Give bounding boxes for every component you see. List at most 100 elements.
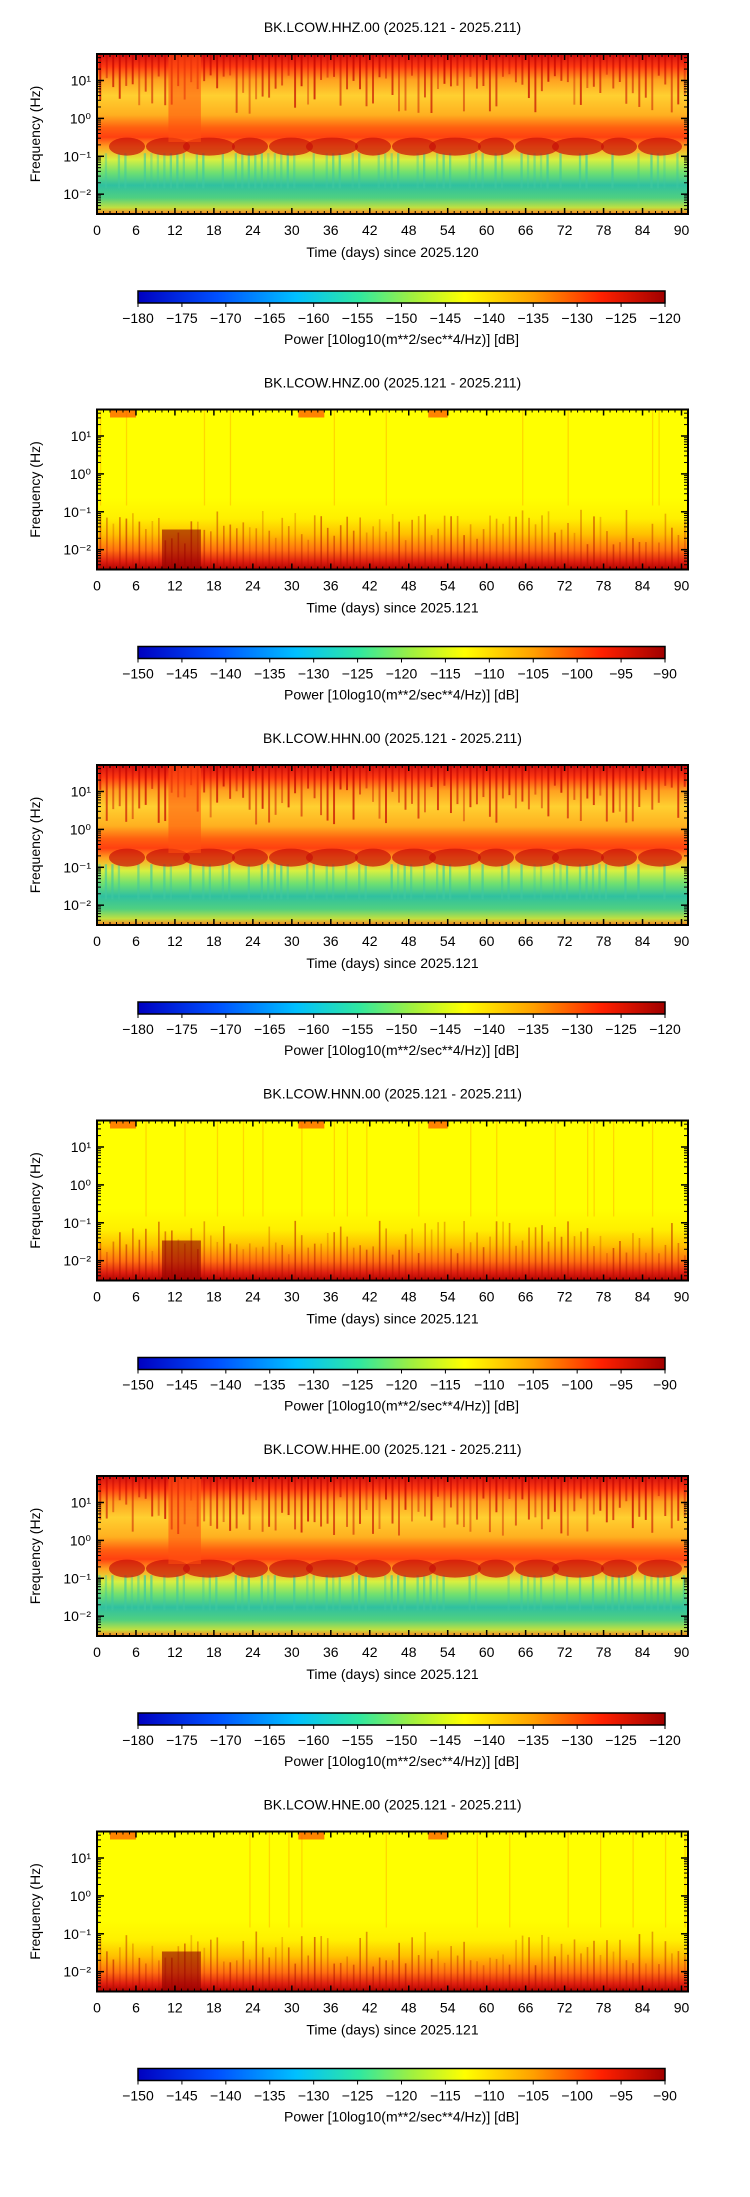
heatmap-stripe: [599, 1476, 602, 1511]
colorbar-tick-label: −120: [386, 2088, 418, 2104]
heatmap-stripe: [391, 765, 394, 792]
heatmap-stripe: [417, 1253, 420, 1281]
heatmap-stripe: [606, 1253, 608, 1281]
colorbar-tick-label: −175: [166, 1732, 198, 1748]
heatmap-stripe: [580, 1953, 582, 1992]
heatmap-stripe: [657, 54, 660, 76]
colorbar-tick-label: −110: [474, 666, 505, 682]
heatmap-stripe: [294, 1963, 297, 1992]
heatmap-stripe: [664, 1476, 667, 1516]
heatmap-stripe: [547, 765, 550, 817]
heatmap-stripe: [222, 1476, 225, 1523]
heatmap-stripe: [99, 409, 102, 506]
heatmap-stripe: [578, 1575, 582, 1611]
microseism-blob: [392, 137, 436, 156]
y-tick-label: 10⁰: [70, 466, 92, 482]
x-tick-label: 78: [596, 1644, 612, 1660]
heatmap-stripe: [112, 765, 115, 810]
heatmap-stripe: [534, 1476, 537, 1518]
x-axis-label: Time (days) since 2025.121: [306, 1666, 478, 1682]
heatmap-stripe: [573, 1236, 576, 1281]
colorbar-tick-label: −105: [517, 666, 549, 682]
heatmap-stripe: [216, 765, 219, 803]
heatmap-stripe: [132, 1943, 134, 1992]
heatmap-stripe: [684, 1255, 686, 1281]
microseism-blob: [515, 1559, 559, 1578]
colorbar-tick-label: −150: [122, 2088, 154, 2104]
y-tick-label: 10⁻¹: [63, 1926, 91, 1942]
heatmap-stripe: [151, 765, 154, 789]
x-tick-label: 60: [479, 2000, 495, 2016]
heatmap-stripe: [494, 153, 497, 189]
heatmap-stripe: [281, 765, 284, 804]
heatmap-stripe: [664, 765, 667, 786]
heatmap-stripe: [417, 1955, 420, 1992]
heatmap-stripe: [346, 1236, 349, 1281]
heatmap-stripe: [307, 1247, 310, 1281]
heatmap-stripe: [352, 530, 355, 570]
microseism-blob: [269, 848, 313, 867]
heatmap-stripe: [630, 1575, 634, 1611]
heatmap-stripe: [631, 54, 634, 94]
heatmap-stripe: [521, 510, 524, 570]
heatmap-stripe: [585, 153, 588, 189]
heatmap-stripe: [300, 1476, 303, 1533]
heatmap-stripe: [436, 765, 439, 811]
colorbar-tick-label: −150: [122, 1377, 154, 1393]
heatmap-stripe: [638, 765, 641, 807]
heatmap-stripe: [436, 54, 439, 90]
heatmap-stripe: [417, 516, 420, 570]
heatmap-stripe: [157, 765, 160, 823]
heatmap-stripe: [222, 525, 225, 570]
plot-title: BK.LCOW.HNN.00 (2025.121 - 2025.211): [263, 1086, 522, 1102]
heatmap-stripe: [507, 864, 510, 900]
heatmap-stripe: [338, 153, 341, 189]
colorbar-tick-label: −140: [474, 1021, 506, 1037]
y-tick-label: 10⁻²: [63, 1608, 91, 1624]
colorbar-tick-label: −140: [210, 1377, 242, 1393]
heatmap-stripe: [235, 1960, 238, 1992]
heatmap-stripe: [528, 517, 530, 570]
colorbar-tick-label: −150: [386, 1732, 418, 1748]
heatmap-stripe: [664, 513, 667, 570]
heatmap-stripes: [99, 1120, 686, 1281]
heatmap-stripe: [352, 765, 355, 820]
x-tick-label: 54: [440, 2000, 456, 2016]
heatmap-stripe: [333, 765, 336, 825]
heatmap-stripe: [372, 765, 374, 802]
heatmap-stripe: [643, 1575, 647, 1611]
heatmap-stripe: [359, 1937, 362, 1992]
heatmap-stripe: [131, 54, 134, 85]
heatmap-stripe: [151, 1250, 154, 1281]
heatmap-stripe: [605, 1476, 608, 1523]
x-tick-label: 42: [362, 222, 378, 238]
x-tick-label: 90: [674, 1289, 690, 1305]
heatmap-stripe: [539, 1575, 543, 1611]
heatmap-stripe: [456, 515, 459, 570]
x-tick-label: 0: [93, 1644, 101, 1660]
heatmap-stripe: [313, 54, 316, 100]
heatmap-stripe: [586, 1947, 589, 1992]
heatmap-stripe: [391, 54, 394, 95]
heatmap-stripe: [495, 1221, 498, 1281]
heatmap-stripe: [385, 1831, 387, 1928]
heatmap-stripe: [489, 1236, 491, 1281]
x-tick-label: 30: [284, 222, 300, 238]
x-tick-label: 72: [557, 578, 573, 594]
heatmap-stripe: [489, 1957, 491, 1992]
y-tick-label: 10¹: [71, 428, 92, 444]
heatmap-stripe: [404, 1476, 407, 1510]
heatmap-stripe: [612, 1247, 615, 1281]
heatmap-stripe: [366, 1120, 368, 1217]
heatmap-stripe: [158, 1221, 160, 1281]
colorbar-tick-label: −165: [254, 1732, 286, 1748]
heatmap-stripe: [559, 153, 562, 189]
heatmap-stripe: [476, 1961, 478, 1992]
heatmap-stripe: [403, 1575, 406, 1611]
heatmap-stripe: [385, 531, 387, 570]
heatmap-stripe: [222, 765, 225, 787]
heatmap-stripe: [215, 1575, 218, 1611]
heatmap-stripe: [242, 765, 245, 798]
heatmap-stripe: [378, 519, 381, 570]
plot-title: BK.LCOW.HHZ.00 (2025.121 - 2025.211): [264, 19, 521, 35]
